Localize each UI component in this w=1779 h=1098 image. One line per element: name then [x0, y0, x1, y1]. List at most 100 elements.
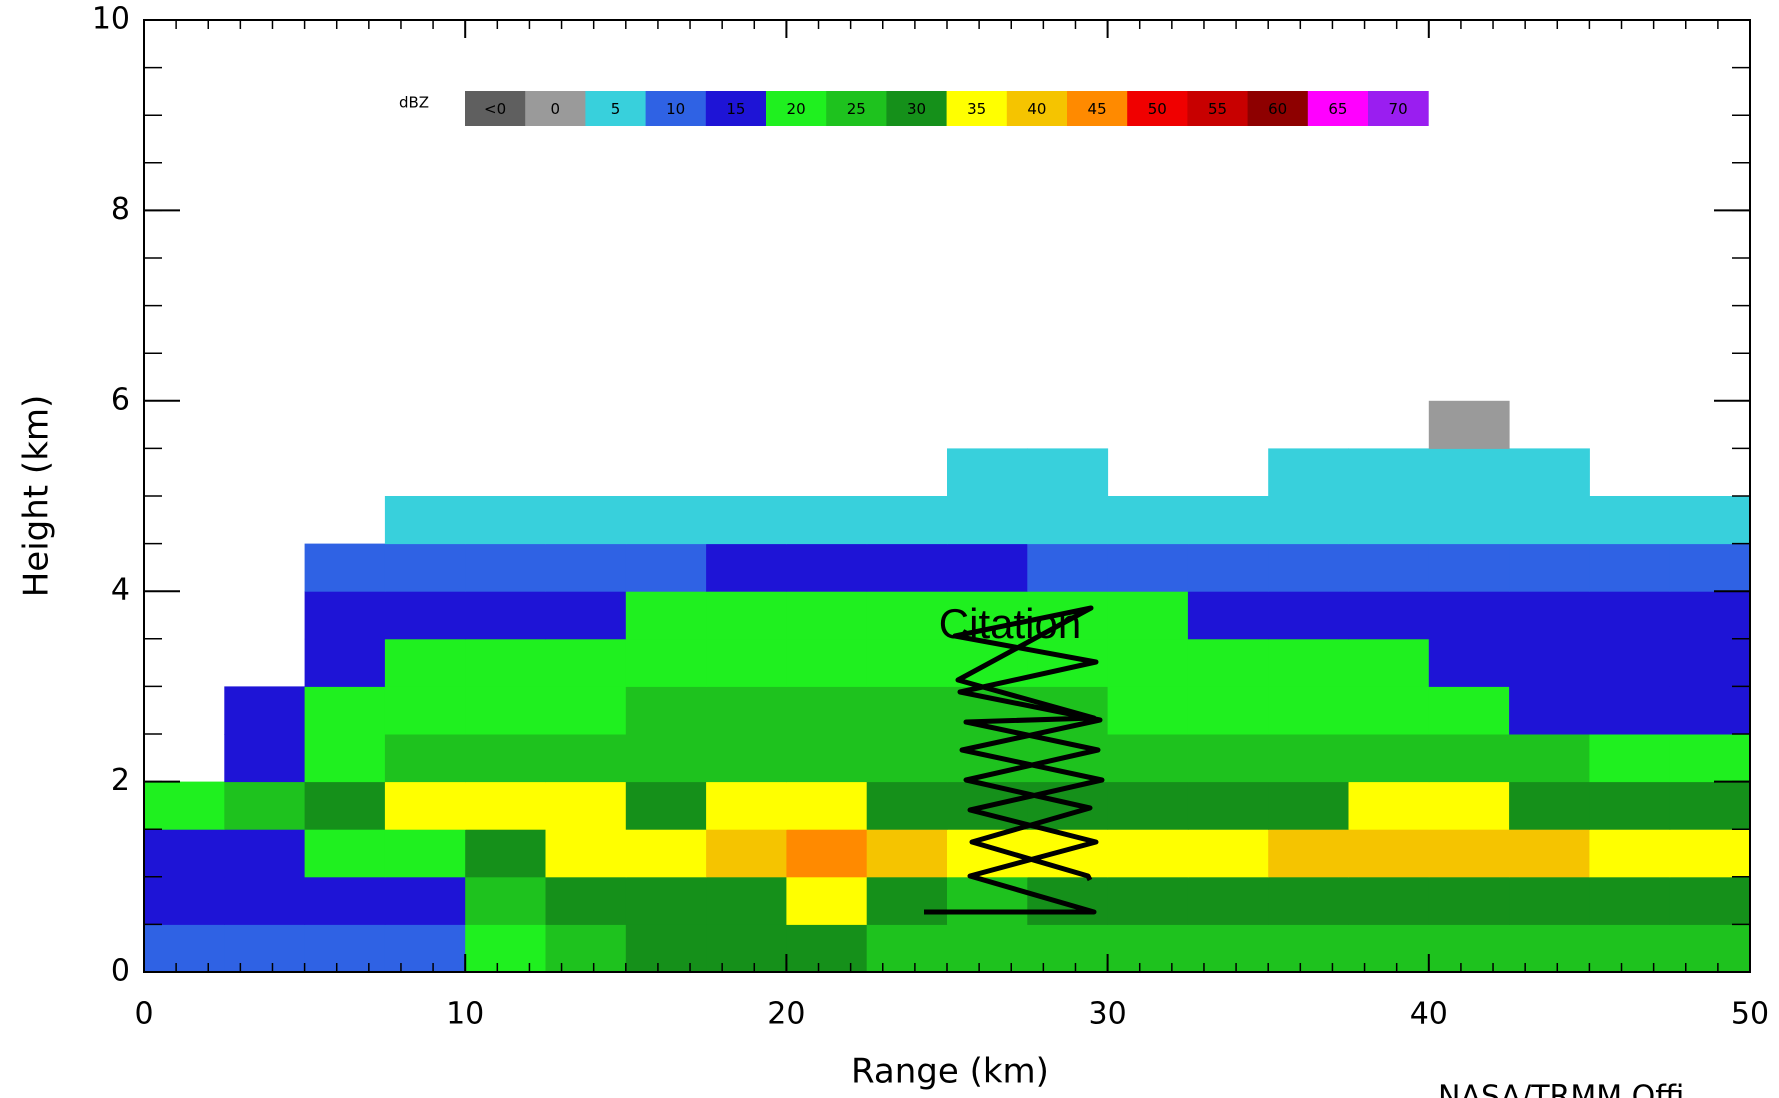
- cell: [1509, 734, 1590, 783]
- cell: [1268, 876, 1349, 925]
- cell: [465, 543, 546, 592]
- colorbar-tick-label: 65: [1328, 100, 1347, 118]
- cell: [545, 638, 627, 687]
- x-tick-label: 10: [446, 997, 484, 1032]
- colorbar-swatch: [1006, 91, 1068, 126]
- colorbar-tick-label: 25: [847, 100, 866, 118]
- cell: [1589, 543, 1671, 592]
- colorbar-swatch: [886, 91, 948, 126]
- cell: [224, 876, 306, 925]
- cell: [1589, 496, 1671, 545]
- cell: [1428, 781, 1510, 830]
- colorbar-swatch: [465, 91, 526, 126]
- cell: [947, 876, 1028, 925]
- cell: [1509, 638, 1590, 687]
- y-axis-label: Height (km): [17, 395, 57, 598]
- cell: [866, 781, 948, 830]
- cell: [1348, 448, 1430, 497]
- cell: [1268, 781, 1349, 830]
- cell: [866, 924, 948, 973]
- cell: [465, 829, 546, 878]
- cell: [465, 638, 546, 687]
- x-tick-label: 20: [767, 997, 805, 1032]
- cell: [1268, 686, 1349, 735]
- cell: [786, 876, 868, 925]
- cell: [1669, 924, 1751, 973]
- cell: [384, 496, 466, 545]
- cell: [304, 829, 386, 878]
- cell: [1509, 924, 1590, 973]
- colorbar-tick-label: 50: [1148, 100, 1167, 118]
- cell: [1428, 734, 1510, 783]
- x-tick-label: 50: [1731, 997, 1769, 1032]
- cell: [706, 591, 787, 640]
- cell: [1027, 496, 1109, 545]
- colorbar-tick-label: <0: [484, 100, 506, 118]
- cell: [465, 924, 546, 973]
- cell: [1589, 924, 1671, 973]
- cell: [384, 781, 466, 830]
- cell: [1669, 543, 1751, 592]
- cell: [1187, 496, 1269, 545]
- cell: [1268, 496, 1349, 545]
- cell: [1187, 686, 1269, 735]
- cell: [144, 829, 225, 878]
- cell: [304, 543, 386, 592]
- cell: [545, 591, 627, 640]
- cell: [224, 734, 306, 783]
- y-tick-label: 2: [111, 763, 130, 798]
- cell: [1509, 686, 1590, 735]
- x-tick-label: 0: [134, 997, 153, 1032]
- cell: [786, 543, 868, 592]
- cell: [304, 638, 386, 687]
- colorbar-swatch: [1307, 91, 1369, 126]
- colorbar-swatch: [585, 91, 647, 126]
- cell: [706, 734, 787, 783]
- cell: [304, 686, 386, 735]
- cell: [1348, 638, 1430, 687]
- cell: [1509, 591, 1590, 640]
- cell: [224, 829, 306, 878]
- cell: [1589, 781, 1671, 830]
- cell: [706, 829, 787, 878]
- cell: [304, 734, 386, 783]
- cell: [304, 781, 386, 830]
- cell: [384, 924, 466, 973]
- credit: NASA/TRMM Offi: [1438, 1080, 1684, 1098]
- cell: [1428, 638, 1510, 687]
- cell: [1187, 829, 1269, 878]
- colorbar-tick-label: 35: [967, 100, 986, 118]
- colorbar-swatch: [705, 91, 767, 126]
- cell: [1428, 448, 1510, 497]
- reflectivity-field: [144, 400, 1751, 973]
- y-tick-label: 10: [92, 2, 130, 37]
- cell: [706, 543, 787, 592]
- colorbar-swatch: [645, 91, 707, 126]
- cell: [1589, 591, 1671, 640]
- cell: [465, 591, 546, 640]
- cell: [1348, 543, 1430, 592]
- cell: [1428, 829, 1510, 878]
- cell: [1348, 781, 1430, 830]
- cell: [1428, 543, 1510, 592]
- y-tick-label: 4: [111, 573, 130, 608]
- cell: [545, 734, 627, 783]
- cell: [947, 496, 1028, 545]
- cell: [545, 924, 627, 973]
- cell: [1268, 638, 1349, 687]
- cell: [304, 876, 386, 925]
- cell: [1509, 781, 1590, 830]
- cell: [384, 829, 466, 878]
- cell: [1107, 686, 1189, 735]
- cell: [465, 686, 546, 735]
- cell: [545, 543, 627, 592]
- cell: [1589, 686, 1671, 735]
- cell: [545, 876, 627, 925]
- cell: [1027, 876, 1109, 925]
- cell: [1107, 543, 1189, 592]
- colorbar-swatch: [766, 91, 827, 126]
- cell: [1187, 638, 1269, 687]
- cell: [384, 543, 466, 592]
- cell: [384, 734, 466, 783]
